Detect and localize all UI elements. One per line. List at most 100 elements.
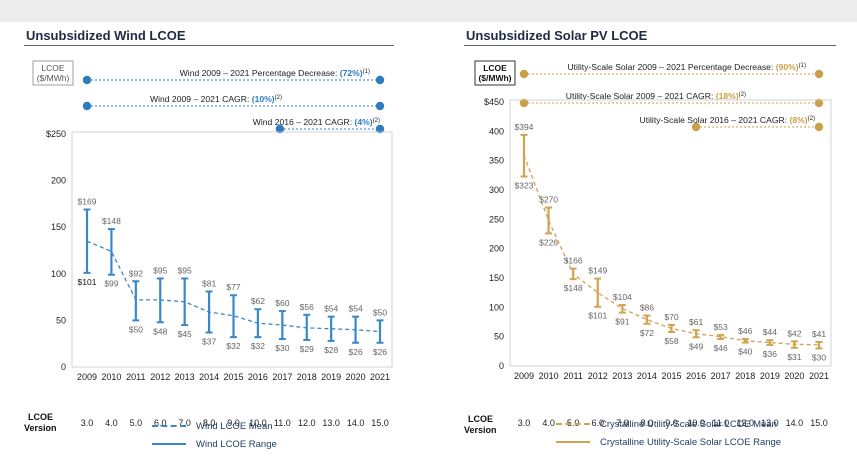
solar-annotation-note: (1) bbox=[799, 63, 806, 69]
solar-low-label: $226 bbox=[539, 237, 558, 247]
wind-annotation-prefix: Wind 2016 – 2021 CAGR: bbox=[253, 117, 355, 127]
wind-annotation-note: (2) bbox=[275, 95, 282, 101]
solar-xtick-label: 2011 bbox=[563, 371, 582, 381]
solar-version-value: 14.0 bbox=[786, 418, 804, 428]
wind-annotations: Wind 2009 – 2021 Percentage Decrease: (7… bbox=[82, 68, 385, 134]
wind-high-label: $54 bbox=[348, 304, 362, 314]
wind-version-value: 3.0 bbox=[81, 418, 94, 428]
solar-version-value: 13.0 bbox=[761, 418, 779, 428]
wind-unit-label-1: LCOE bbox=[41, 63, 64, 73]
solar-low-label: $30 bbox=[812, 352, 826, 362]
solar-annotation-value: (8%) bbox=[790, 115, 808, 125]
wind-legend-mean-swatch bbox=[152, 425, 186, 427]
solar-xtick-label: 2018 bbox=[735, 371, 755, 381]
solar-version-value: 9.0 bbox=[665, 418, 678, 428]
wind-version-value: 10.0 bbox=[249, 418, 267, 428]
wind-version-row: LCOE Version bbox=[24, 412, 57, 433]
solar-annotation-text: Utility-Scale Solar 2009 – 2021 CAGR: (1… bbox=[566, 91, 746, 101]
wind-low-label: $26 bbox=[348, 347, 362, 357]
wind-version-value: 12.0 bbox=[298, 418, 316, 428]
wind-ytick-label: 50 bbox=[56, 315, 66, 325]
wind-xtick-label: 2011 bbox=[126, 372, 145, 382]
solar-version-value: 6.0 bbox=[591, 418, 604, 428]
solar-version-label-1: LCOE bbox=[468, 414, 493, 424]
solar-ytick-label: 0 bbox=[499, 361, 504, 371]
wind-unit-label-box: LCOE ($/MWh) bbox=[32, 60, 74, 86]
wind-xtick-label: 2013 bbox=[175, 372, 195, 382]
solar-annotation-prefix: Utility-Scale Solar 2009 – 2021 CAGR: bbox=[566, 91, 716, 101]
wind-version-value: 8.0 bbox=[203, 418, 216, 428]
wind-high-label: $50 bbox=[373, 307, 387, 317]
wind-high-label: $81 bbox=[202, 279, 216, 289]
solar-high-label: $270 bbox=[539, 195, 558, 205]
wind-legend-range-label: Wind LCOE Range bbox=[196, 438, 277, 450]
solar-chart: LCOE ($/MWh) Utility-Scale Solar 2009 – … bbox=[464, 60, 832, 435]
solar-low-label: $49 bbox=[689, 341, 703, 351]
solar-legend-range: Crystalline Utility-Scale Solar LCOE Ran… bbox=[556, 433, 781, 451]
solar-unit-label-box: LCOE ($/MWh) bbox=[474, 60, 516, 86]
wind-high-label: $169 bbox=[78, 196, 97, 206]
wind-unit-label-2: ($/MWh) bbox=[37, 73, 70, 83]
wind-ytick-label: 200 bbox=[51, 176, 66, 186]
solar-annotation-dot-end bbox=[814, 98, 824, 108]
wind-high-label: $62 bbox=[251, 296, 265, 306]
wind-version-value: 15.0 bbox=[371, 418, 389, 428]
solar-legend-mean: Crystalline Utility-Scale Solar LCOE Mea… bbox=[556, 415, 781, 433]
wind-xtick-label: 2010 bbox=[101, 372, 121, 382]
solar-ytick-label: 250 bbox=[489, 214, 504, 224]
wind-version-value: 11.0 bbox=[274, 418, 291, 428]
wind-annotation-prefix: Wind 2009 – 2021 Percentage Decrease: bbox=[180, 68, 340, 78]
solar-xtick-label: 2020 bbox=[784, 371, 804, 381]
solar-low-label: $36 bbox=[763, 349, 777, 359]
wind-xtick-label: 2009 bbox=[77, 372, 97, 382]
solar-high-label: $70 bbox=[664, 312, 678, 322]
wind-annotation-dot-end bbox=[375, 124, 385, 134]
solar-version-label-2: Version bbox=[464, 425, 497, 435]
wind-versions: 3.0 4.0 5.0 6.0 7.0 8.0 9.0 10.0 11.0 12.0 13.0 14.… bbox=[81, 418, 389, 428]
solar-version-value: 15.0 bbox=[810, 418, 828, 428]
solar-title-rule bbox=[464, 45, 836, 46]
solar-axes: 0 50 100 150 200 250 300 350 400 $450 2009 2010 2011… bbox=[484, 97, 832, 381]
solar-version-value: 7.0 bbox=[616, 418, 629, 428]
solar-legend-range-label: Crystalline Utility-Scale Solar LCOE Ran… bbox=[600, 436, 782, 448]
solar-xtick-label: 2010 bbox=[539, 371, 559, 381]
solar-high-label: $394 bbox=[515, 122, 534, 132]
wind-ytick-label: 150 bbox=[51, 222, 66, 232]
wind-legend: Wind LCOE Mean Wind LCOE Range bbox=[152, 417, 277, 453]
solar-version-row: LCOE Version bbox=[464, 414, 497, 435]
solar-ytick-label: 150 bbox=[489, 273, 504, 283]
solar-legend-mean-label: Crystalline Utility-Scale Solar LCOE Mea… bbox=[600, 418, 777, 430]
wind-low-label: $32 bbox=[251, 341, 265, 351]
wind-annotation-dot-start bbox=[82, 75, 92, 85]
wind-xtick-label: 2016 bbox=[248, 372, 268, 382]
solar-annotation-prefix: Utility-Scale Solar 2016 – 2021 CAGR: bbox=[640, 115, 790, 125]
solar-xtick-label: 2013 bbox=[612, 371, 632, 381]
wind-xtick-label: 2015 bbox=[223, 372, 243, 382]
solar-unit-label-1: LCOE bbox=[483, 63, 507, 73]
solar-ytick-label: 100 bbox=[489, 302, 504, 312]
wind-version-value: 4.0 bbox=[105, 418, 118, 428]
solar-ytick-label: 400 bbox=[489, 126, 504, 136]
wind-annotation-text: Wind 2009 – 2021 CAGR: (10%)(2) bbox=[150, 94, 282, 104]
wind-low-label: $50 bbox=[129, 324, 143, 334]
wind-xtick-label: 2021 bbox=[370, 372, 390, 382]
wind-low-label: $37 bbox=[202, 337, 216, 347]
wind-legend-range: Wind LCOE Range bbox=[152, 435, 277, 453]
wind-annotation-note: (2) bbox=[373, 118, 380, 124]
wind-version-value: 6.0 bbox=[154, 418, 167, 428]
solar-annotation-dot-start bbox=[519, 98, 529, 108]
solar-high-label: $104 bbox=[613, 292, 632, 302]
solar-high-label: $149 bbox=[588, 266, 607, 276]
solar-low-label: $31 bbox=[787, 352, 801, 362]
solar-high-label: $166 bbox=[564, 256, 583, 266]
solar-ytick-label: $450 bbox=[484, 97, 504, 107]
solar-marks: $394 $323 $270 $226 $166 $148 $149 $101 $104 $91 $… bbox=[515, 122, 827, 363]
wind-version-label-2: Version bbox=[24, 423, 57, 433]
wind-marks: $169 $101 $148 $99 $92 $50 $95 $48 $95 $45 $81 $37 $… bbox=[78, 196, 388, 356]
wind-annotation-value: (72%) bbox=[340, 68, 363, 78]
wind-high-label: $56 bbox=[300, 302, 314, 312]
wind-annotation-dot-start bbox=[275, 124, 285, 134]
solar-annotation-text: Utility-Scale Solar 2009 – 2021 Percenta… bbox=[567, 62, 806, 72]
solar-low-label: $40 bbox=[738, 347, 752, 357]
solar-legend: Crystalline Utility-Scale Solar LCOE Mea… bbox=[556, 415, 781, 451]
